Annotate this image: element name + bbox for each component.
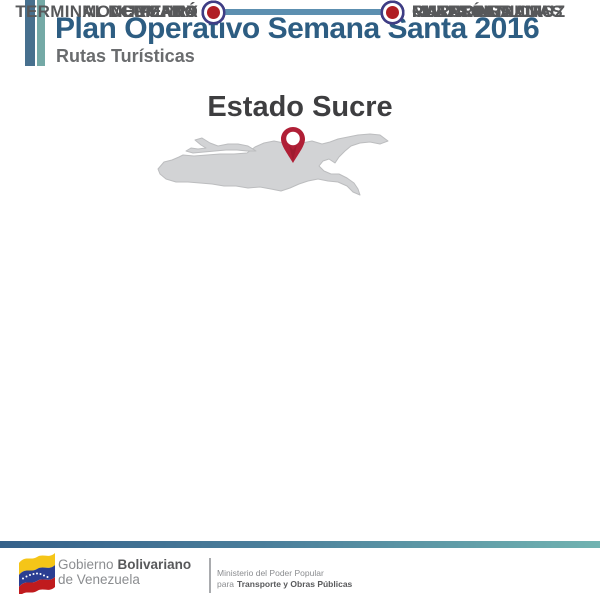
route-destination-label: CARACAS: [412, 2, 500, 21]
route-origin-label: CUMANÁ: [120, 2, 198, 21]
header-accent-bar-dark: [25, 0, 35, 66]
route-origin-label: CUMANÁ: [120, 2, 198, 21]
map-silhouette-icon: [157, 127, 389, 196]
route-origin-label: CUMANÁ: [120, 2, 198, 21]
ministry-line2-prefix: para: [217, 578, 235, 589]
map-pin-icon: [281, 127, 305, 163]
ministry-line2-bold: Transporte y Obras Públicas: [237, 578, 353, 589]
footer-gradient-bar: [0, 541, 600, 548]
gov-line2: de Venezuela: [58, 572, 140, 587]
route-destination-label: RUTAS URBANAS: [412, 2, 563, 21]
route-destination-label: PUERTO LA CRUZ: [412, 2, 566, 21]
gov-regular: Gobierno: [58, 557, 114, 572]
route-destination-label: PLAYA PATILLA: [412, 2, 544, 21]
sucre-state-map: [152, 124, 392, 204]
destination-stop-icon: [386, 5, 399, 19]
route-origin-label: MONUMENTO: [82, 2, 198, 21]
route-connector-line: [214, 9, 393, 15]
gov-bold: Bolivariano: [117, 557, 192, 572]
route-destination-label: PLAYA SAN LUIS: [412, 2, 555, 21]
government-brand-text: Gobierno Bolivariano de Venezuela: [58, 557, 191, 587]
footer-divider: [209, 558, 211, 593]
route-destination-label: MATURÍN: [412, 2, 492, 21]
page-subtitle: Rutas Turísticas: [56, 46, 195, 66]
route-row: CUMANÁ CARACAS: [0, 0, 600, 24]
route-origin-label: TERMINAL DE FERRY: [15, 2, 198, 21]
page-title: Plan Operativo Semana Santa 2016: [55, 12, 540, 45]
ministry-line1: Ministerio del Poder Popular: [217, 568, 324, 578]
header-accent-bar-teal: [37, 0, 45, 66]
venezuela-flag-icon: [16, 550, 58, 597]
origin-stop-icon: [207, 5, 220, 19]
route-origin-label: MERCADO: [108, 2, 198, 21]
section-title: Estado Sucre: [207, 91, 393, 123]
ministry-text: Ministerio del Poder Popular para Transpo…: [217, 568, 352, 589]
